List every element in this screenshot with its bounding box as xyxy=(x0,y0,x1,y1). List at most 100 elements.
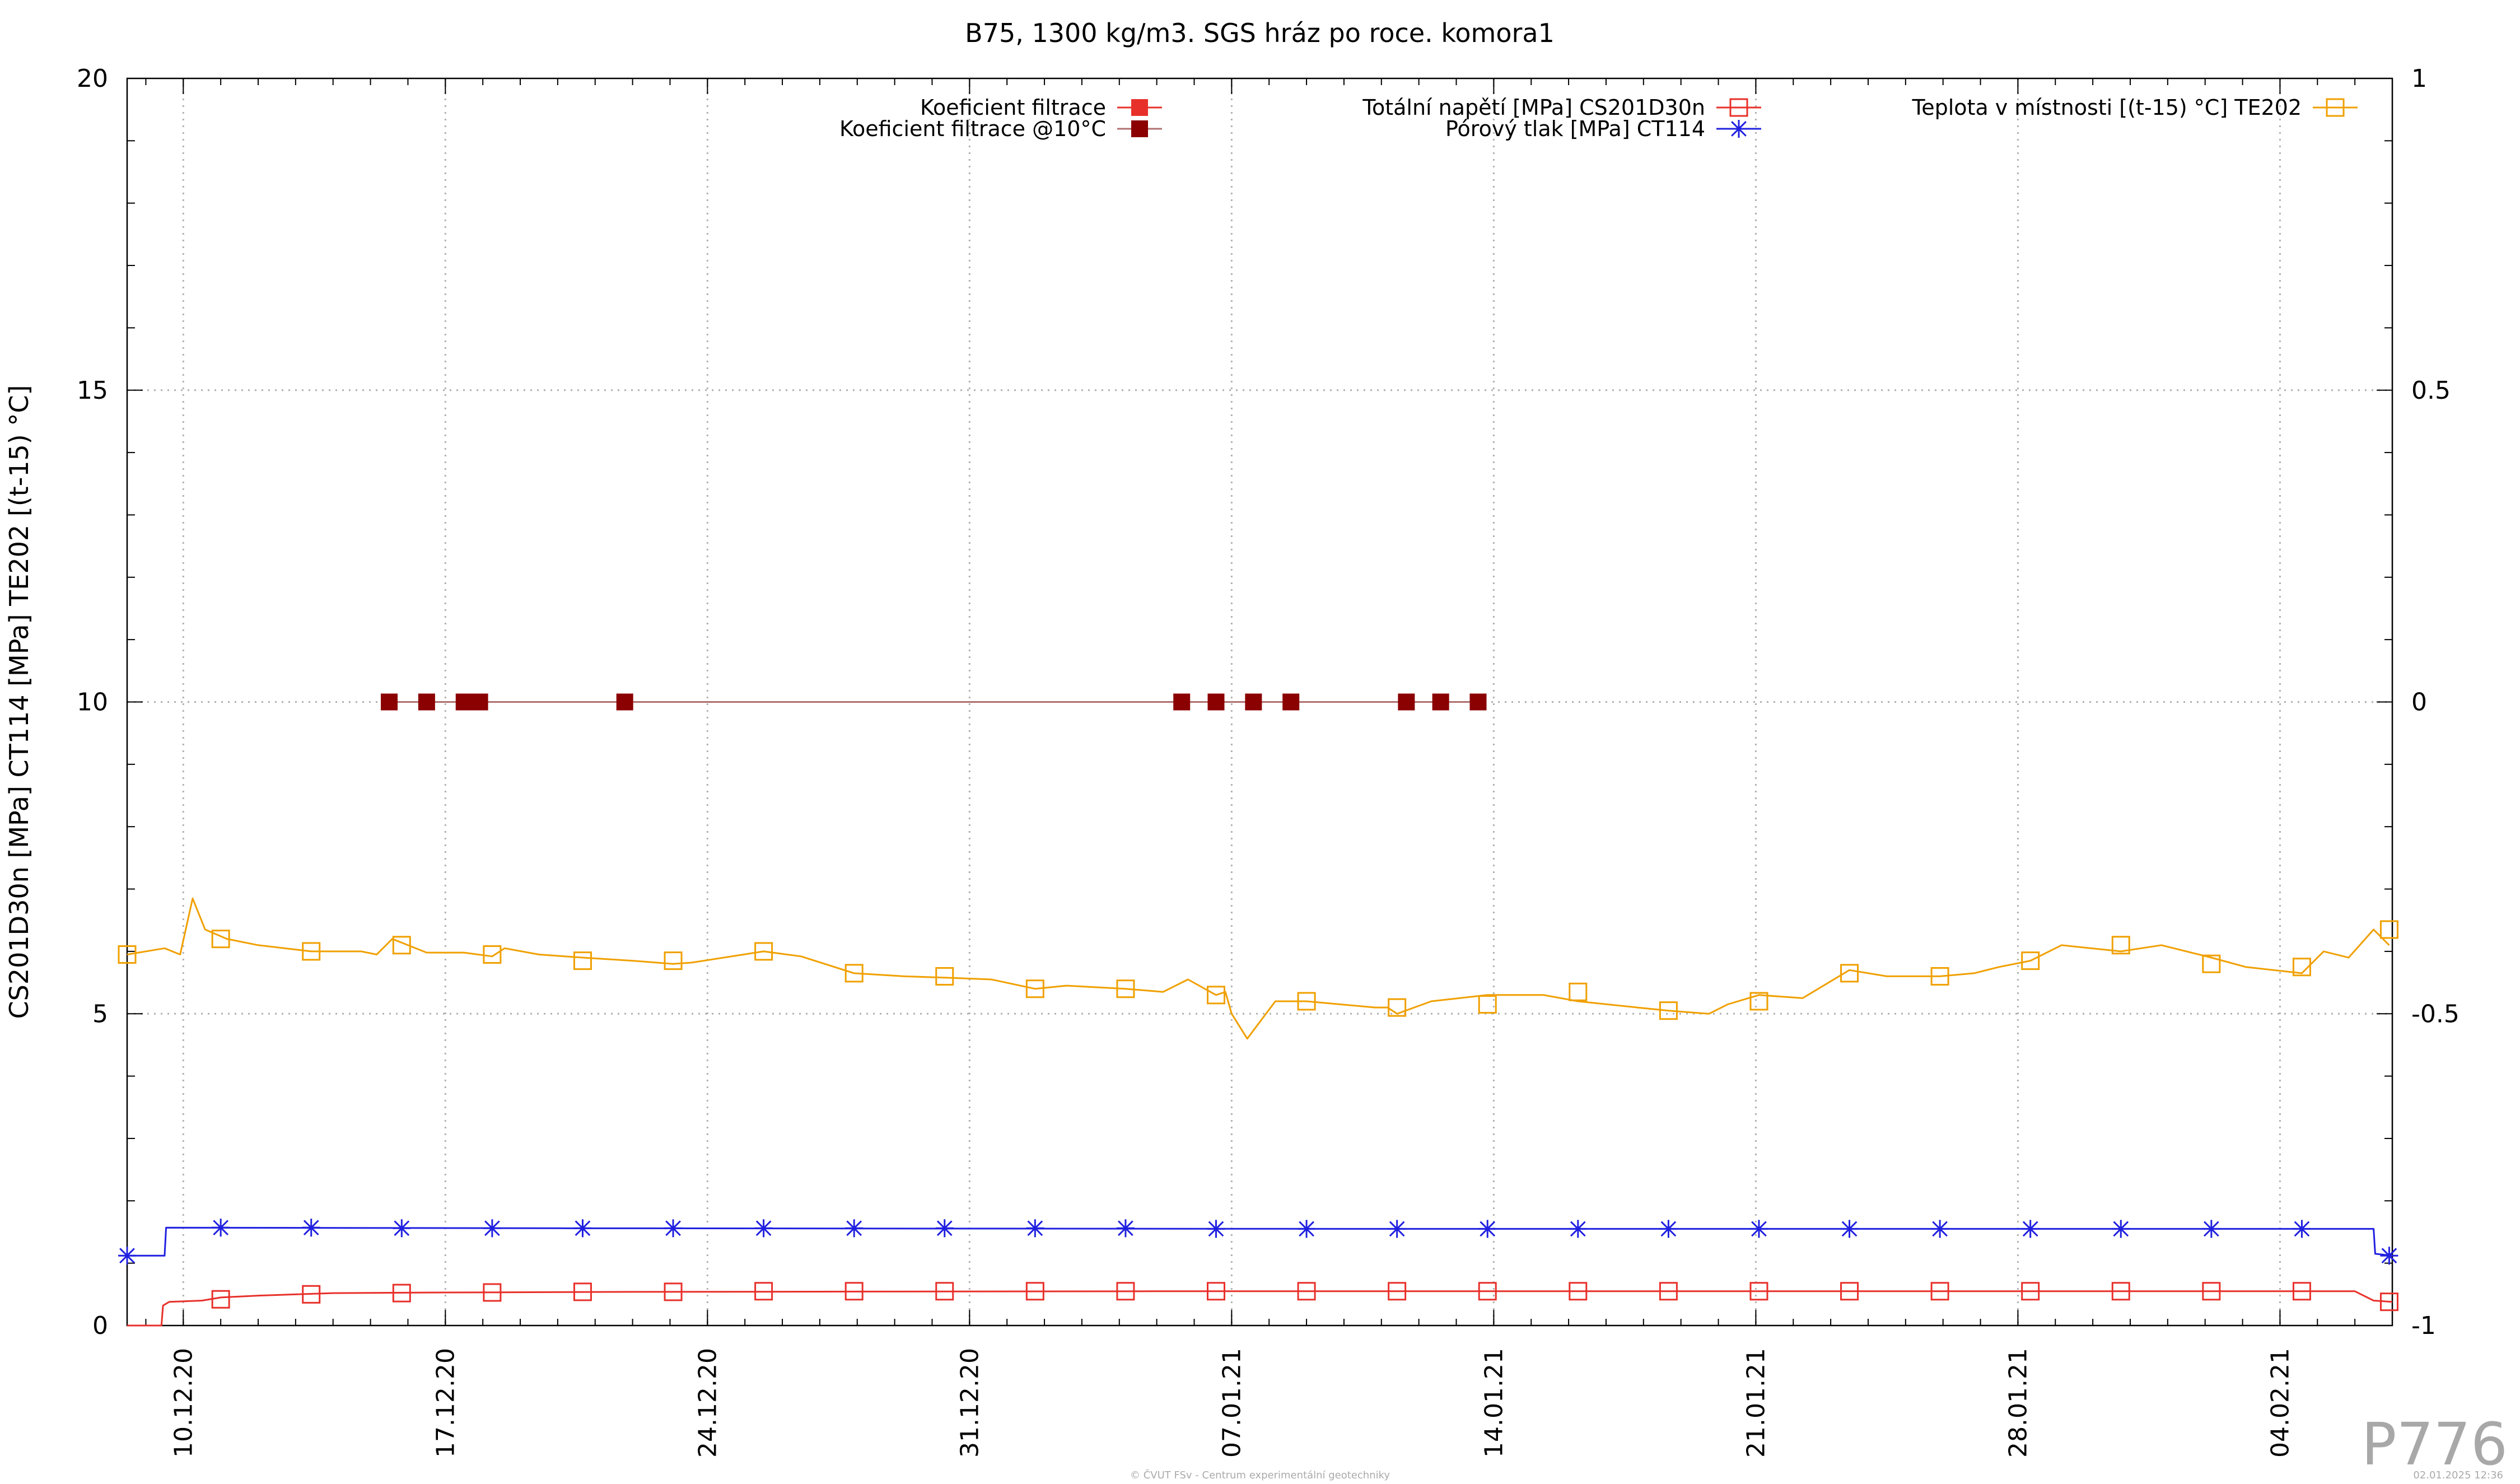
legend-label-4: Teplota v místnosti [(t-15) °C] TE202 xyxy=(1911,95,2302,120)
series-marker-3 xyxy=(2021,1220,2040,1238)
legend-label-2: Totální napětí [MPa] CS201D30n xyxy=(1362,95,1705,120)
series-marker-2 xyxy=(844,1282,864,1301)
series-marker-4 xyxy=(392,936,411,955)
series-marker-3 xyxy=(2293,1220,2311,1238)
series-marker-3 xyxy=(2202,1220,2220,1238)
series-marker-2 xyxy=(392,1284,411,1303)
series-marker-2 xyxy=(664,1282,683,1301)
series-marker-2 xyxy=(1569,1282,1588,1301)
x-tick-label: 28.01.21 xyxy=(2004,1348,2032,1458)
series-marker-1 xyxy=(471,693,488,711)
series-marker-3 xyxy=(1749,1220,1768,1238)
series-line-3 xyxy=(127,1226,2393,1257)
y2-tick-label: -1 xyxy=(2411,1312,2436,1340)
series-marker-4 xyxy=(935,967,954,986)
series-marker-4 xyxy=(1659,1001,1678,1020)
series-marker-3 xyxy=(393,1219,411,1238)
series-marker-3 xyxy=(754,1219,773,1238)
series-marker-3 xyxy=(1298,1220,1316,1238)
series-marker-3 xyxy=(845,1219,864,1238)
series-marker-2 xyxy=(1206,1282,1225,1301)
series-marker-4 xyxy=(754,942,773,961)
series-marker-3 xyxy=(1659,1220,1678,1238)
series-marker-2 xyxy=(1659,1282,1678,1301)
series-marker-2 xyxy=(1749,1282,1768,1301)
series-marker-3 xyxy=(1388,1220,1406,1238)
series-marker-4 xyxy=(1930,967,1949,986)
y-tick-label: 15 xyxy=(77,376,108,405)
x-tick-label: 04.02.21 xyxy=(2266,1348,2294,1458)
x-tick-label: 10.12.20 xyxy=(169,1348,198,1458)
y-tick-label: 0 xyxy=(92,1312,108,1340)
legend-label-1: Koeficient filtrace @10°C xyxy=(839,116,1106,141)
series-marker-4 xyxy=(302,942,321,961)
series-marker-3 xyxy=(118,1247,136,1265)
series-marker-3 xyxy=(1207,1220,1225,1238)
x-tick-label: 31.12.20 xyxy=(955,1348,984,1458)
series-marker-2 xyxy=(2202,1282,2221,1301)
y-axis-title: CS201D30n [MPa] CT114 [MPa] TE202 [(t-15… xyxy=(4,385,34,1019)
series-marker-4 xyxy=(2111,936,2130,955)
series-marker-1 xyxy=(616,693,633,711)
series-marker-3 xyxy=(302,1219,320,1237)
series-marker-2 xyxy=(2292,1282,2311,1301)
legend-label-0: Koeficient filtrace xyxy=(920,95,1106,120)
series-marker-1 xyxy=(1282,693,1300,711)
series-marker-3 xyxy=(1116,1219,1135,1238)
series-marker-2 xyxy=(2379,1292,2398,1312)
series-marker-4 xyxy=(483,945,502,964)
x-tick-label: 17.12.20 xyxy=(431,1348,460,1458)
series-marker-1 xyxy=(1207,693,1225,711)
series-marker-1 xyxy=(381,693,398,711)
y-tick-label: 5 xyxy=(92,1000,108,1028)
chart-title: B75, 1300 kg/m3. SGS hráz po roce. komor… xyxy=(965,18,1555,48)
plot-frame xyxy=(126,77,2393,1327)
series-marker-2 xyxy=(754,1282,773,1301)
series-marker-2 xyxy=(483,1283,502,1302)
y-tick-label: 20 xyxy=(77,64,108,93)
axes-layer: 0 5 10 15 20 -1 -0.5 0 0.5 1 10.12.20 17.12.20 24.12… xyxy=(77,64,2460,1458)
series-marker-4 xyxy=(573,951,592,970)
series-marker-2 xyxy=(302,1285,321,1304)
legend-sample-marker xyxy=(2326,98,2345,117)
series-marker-4 xyxy=(1749,992,1768,1011)
series-marker-4 xyxy=(1116,979,1135,998)
series-marker-3 xyxy=(1931,1220,1949,1238)
x-tick-label: 14.01.21 xyxy=(1480,1348,1508,1458)
series-layer xyxy=(118,693,2398,1327)
series-marker-4 xyxy=(2292,958,2311,977)
series-marker-3 xyxy=(2112,1220,2130,1238)
series-marker-2 xyxy=(935,1282,954,1301)
legend-sample-marker xyxy=(1131,99,1148,116)
series-marker-1 xyxy=(1398,693,1415,711)
series-marker-3 xyxy=(1478,1220,1497,1238)
series-marker-4 xyxy=(1478,995,1497,1014)
series-marker-4 xyxy=(1206,986,1225,1005)
series-marker-1 xyxy=(455,693,473,711)
series-marker-4 xyxy=(211,930,230,949)
legend-label-3: Pórový tlak [MPa] CT114 xyxy=(1445,116,1705,141)
series-marker-2 xyxy=(2021,1282,2040,1301)
watermark: P776 xyxy=(2362,1410,2508,1478)
series-marker-2 xyxy=(1297,1282,1316,1301)
y2-tick-label: 0 xyxy=(2411,688,2427,717)
series-marker-2 xyxy=(1930,1282,1949,1301)
series-marker-2 xyxy=(1840,1282,1859,1301)
series-marker-1 xyxy=(1432,693,1449,711)
series-marker-4 xyxy=(2379,920,2398,939)
series-marker-2 xyxy=(1025,1282,1044,1301)
series-marker-1 xyxy=(1469,693,1487,711)
series-marker-3 xyxy=(1840,1220,1859,1238)
series-marker-3 xyxy=(212,1219,230,1237)
series-marker-3 xyxy=(2380,1247,2398,1265)
series-marker-1 xyxy=(418,693,435,711)
series-marker-3 xyxy=(1569,1220,1587,1238)
series-line-4 xyxy=(127,897,2390,1040)
series-marker-3 xyxy=(483,1219,501,1238)
footer-copyright: © ČVUT FSv - Centrum experimentální geot… xyxy=(1130,1469,1390,1481)
series-marker-3 xyxy=(573,1219,592,1238)
series-marker-1 xyxy=(1173,693,1191,711)
series-marker-2 xyxy=(2111,1282,2130,1301)
